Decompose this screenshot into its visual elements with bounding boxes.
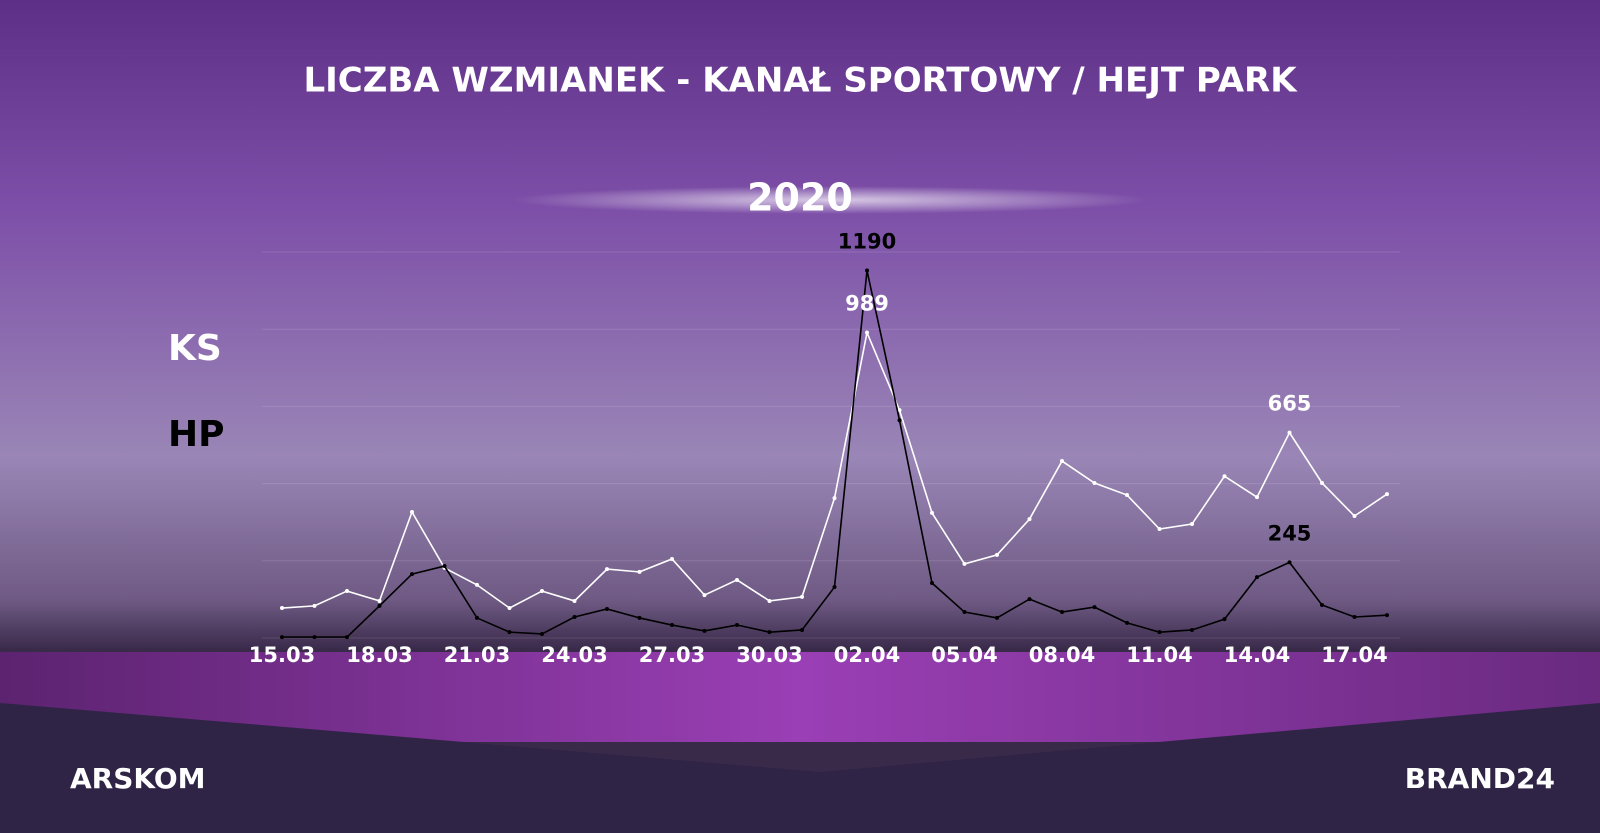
point: [702, 593, 707, 598]
point: [1287, 430, 1292, 435]
glow: [510, 186, 1150, 214]
x-tick-label: 15.03: [249, 643, 315, 667]
x-tick-label: 02.04: [834, 643, 900, 667]
point: [995, 552, 999, 557]
x-tick-label: 30.03: [736, 643, 802, 667]
point: [345, 589, 349, 594]
point: [475, 582, 479, 587]
point: [410, 572, 414, 577]
point: [670, 623, 674, 628]
point: [897, 418, 902, 423]
logo-left: ARSKOM: [70, 762, 206, 795]
point: [962, 610, 967, 615]
point: [865, 330, 869, 335]
point: [1027, 597, 1032, 602]
point: [410, 510, 414, 515]
point: [1352, 514, 1357, 519]
point: [1092, 480, 1097, 485]
point: [1222, 474, 1227, 479]
x-tick-label: 14.04: [1224, 643, 1290, 667]
x-tick-label: 21.03: [444, 643, 510, 667]
point: [1385, 613, 1389, 618]
point: [1125, 620, 1129, 625]
point: [1092, 605, 1097, 610]
point: [995, 615, 999, 620]
point: [637, 615, 642, 620]
point: [572, 615, 577, 620]
point: [312, 635, 317, 640]
point: [1255, 495, 1259, 500]
point: [345, 635, 349, 640]
point: [1125, 493, 1129, 498]
point: [1385, 492, 1389, 497]
point: [1222, 617, 1227, 622]
point: [1352, 615, 1357, 620]
x-tick-label: 05.04: [931, 643, 997, 667]
point: [832, 496, 837, 501]
point: [1320, 480, 1324, 485]
point: [930, 510, 934, 515]
point: [1027, 517, 1032, 522]
point: [540, 589, 544, 594]
legend-label: KS: [168, 328, 222, 369]
point: [1320, 602, 1324, 607]
point: [897, 408, 902, 413]
data-label: 1190: [838, 230, 896, 254]
logo-right: BRAND24: [1405, 762, 1555, 795]
x-tick-label: 24.03: [541, 643, 607, 667]
point: [767, 630, 772, 635]
point: [832, 585, 837, 590]
point: [605, 567, 609, 572]
point: [865, 268, 869, 273]
point: [670, 556, 674, 561]
point: [735, 577, 739, 582]
point: [800, 594, 804, 599]
point: [280, 606, 284, 611]
point: [962, 561, 967, 566]
point: [442, 564, 447, 569]
point: [1157, 630, 1162, 635]
chart-subtitle: 2020: [747, 176, 853, 220]
point: [1157, 526, 1162, 531]
x-tick-label: 18.03: [346, 643, 412, 667]
point: [507, 606, 512, 611]
x-tick-label: 27.03: [639, 643, 705, 667]
point: [475, 615, 479, 620]
point: [637, 569, 642, 574]
point: [572, 598, 577, 603]
point: [507, 630, 512, 635]
point: [1287, 560, 1292, 565]
point: [767, 598, 772, 603]
chart-title: LICZBA WZMIANEK - KANAŁ SPORTOWY / HEJT …: [303, 61, 1298, 101]
point: [540, 631, 544, 636]
data-label: 989: [845, 292, 889, 316]
point: [800, 627, 804, 632]
x-tick-label: 17.04: [1321, 643, 1387, 667]
x-tick-label: 11.04: [1126, 643, 1192, 667]
point: [930, 581, 934, 586]
legend-label: HP: [168, 414, 225, 455]
point: [702, 628, 707, 633]
data-label: 245: [1268, 521, 1312, 545]
x-tick-label: 08.04: [1029, 643, 1095, 667]
point: [1190, 522, 1194, 527]
point: [312, 603, 317, 608]
point: [280, 635, 284, 640]
data-label: 665: [1268, 392, 1312, 416]
point: [1060, 610, 1064, 615]
point: [377, 603, 382, 608]
point: [735, 623, 739, 628]
point: [377, 598, 382, 603]
footer-shape: [0, 703, 1600, 833]
point: [605, 606, 609, 611]
point: [1060, 459, 1064, 464]
point: [1255, 575, 1259, 580]
point: [1190, 627, 1194, 632]
